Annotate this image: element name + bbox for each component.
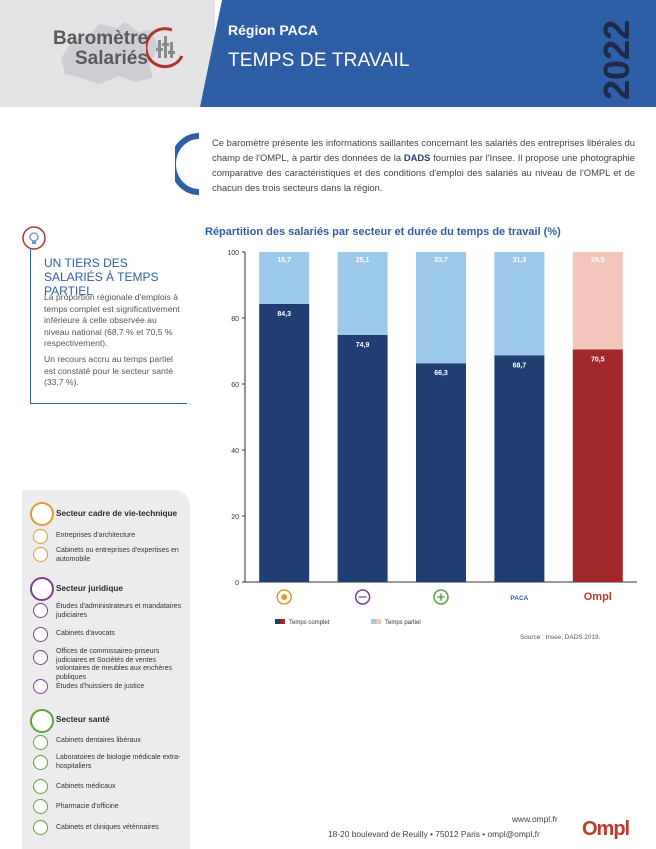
ompl-logo: Ompl — [582, 818, 630, 840]
legend-swatch-temps-partiel-ompl — [376, 619, 381, 624]
pharmacy-icon — [33, 799, 48, 814]
header-banner — [200, 0, 656, 107]
legend-label: Temps partiel — [385, 620, 421, 626]
stacked-bar-chart: 0 20 40 60 80 100 84,3 15,7 74,9 25,1 66,3 33,7 68,7… — [227, 250, 637, 626]
legend-swatch-temps-complet-ompl — [280, 619, 285, 624]
year-label: 2022 — [596, 19, 637, 100]
sector-item: Cabinets d'avocats — [56, 630, 115, 637]
footer-address: 18-20 boulevard de Reuilly • 75012 Paris… — [328, 829, 540, 839]
stethoscope-icon — [33, 779, 48, 794]
bar-temps-partiel — [337, 252, 388, 335]
cadre-de-vie-icon-center — [281, 594, 288, 600]
sector-item: Cabinets ou entreprises d'expertises en … — [56, 547, 179, 563]
y-tick-label: 40 — [231, 448, 239, 455]
legend-swatch-temps-complet — [275, 619, 280, 624]
data-label: 74,9 — [356, 342, 370, 349]
page-title: TEMPS DE TRAVAIL — [228, 50, 410, 71]
sectors-legend-panel: Secteur cadre de vie-technique Entrepris… — [22, 490, 190, 849]
highlight-box-border — [30, 248, 187, 404]
sector-item: Offices de commissaires-priseurs judicia… — [56, 648, 172, 681]
region-label: Région PACA — [228, 22, 318, 38]
y-tick-label: 100 — [227, 250, 239, 257]
sector-item: Études d'huissiers de justice — [56, 683, 145, 690]
bar-temps-complet — [416, 363, 466, 582]
bar-temps-complet — [572, 349, 623, 582]
data-label: 84,3 — [277, 311, 291, 318]
lightbulb-icon — [22, 226, 46, 250]
health-cross-icon — [30, 709, 54, 733]
barometer-logo-icon — [146, 27, 184, 69]
bar-temps-partiel — [572, 252, 623, 350]
y-tick-label: 20 — [231, 514, 239, 521]
sector-item: Études d'administrateurs et mandataires … — [56, 603, 182, 619]
data-label: 31,3 — [513, 257, 527, 264]
tooth-icon — [33, 735, 48, 750]
highlight-para2: Un recours accru au temps partiel est co… — [44, 353, 173, 388]
bar-temps-complet — [494, 355, 545, 582]
category-label: PACA — [510, 595, 528, 602]
architecture-icon — [33, 529, 48, 544]
car-icon — [33, 547, 48, 562]
sector-item: Cabinets dentaires libéraux — [56, 737, 141, 744]
sector-item: Pharmacie d'officine — [56, 803, 119, 810]
data-label: 68,7 — [513, 362, 527, 369]
bar-temps-partiel — [494, 252, 545, 356]
sector-heading: Secteur santé — [56, 715, 110, 724]
cadre-de-vie-icon — [30, 502, 54, 526]
sector-heading: Secteur juridique — [56, 584, 123, 593]
chart-title: Répartition des salariés par secteur et … — [205, 226, 561, 238]
legend-swatch-temps-partiel — [371, 619, 376, 624]
bar-temps-complet — [259, 303, 310, 582]
region-map-icon — [61, 22, 159, 84]
intro-bold: DADS — [403, 152, 431, 163]
sector-item: Cabinets et cliniques vétérinaires — [56, 824, 159, 831]
bailiff-icon — [33, 679, 48, 694]
lawyer-icon — [33, 627, 48, 642]
y-tick-label: 80 — [231, 316, 239, 323]
y-tick-label: 60 — [231, 382, 239, 389]
legend-label: Temps complet — [289, 620, 330, 626]
y-tick-label: 0 — [235, 580, 239, 587]
logo-line1: Baromètre — [53, 28, 149, 49]
intro-bracket-icon — [175, 133, 200, 195]
gavel-icon — [33, 650, 48, 665]
bar-temps-partiel — [416, 252, 466, 364]
data-label: 29,5 — [591, 257, 605, 264]
data-label: 15,7 — [277, 257, 291, 264]
logo-line2: Salariés — [75, 48, 148, 69]
highlight-body: La proportion régionale d'emplois à temp… — [44, 292, 184, 389]
veterinary-icon — [33, 820, 48, 835]
sector-item: Entreprises d'architecture — [56, 532, 136, 539]
chart-source: Source : Insee, DADS 2019. — [520, 634, 601, 641]
bar-temps-complet — [337, 334, 388, 582]
sector-item: Cabinets médicaux — [56, 783, 116, 790]
sector-heading: Secteur cadre de vie-technique — [56, 509, 178, 518]
highlight-title: UN TIERS DES SALARIÉS À TEMPS PARTIEL — [44, 256, 159, 298]
data-label: 70,5 — [591, 356, 605, 363]
footer-url[interactable]: www.ompl.fr — [512, 814, 558, 824]
data-label: 25,1 — [356, 257, 370, 264]
lab-icon — [33, 755, 48, 770]
data-label: 66,3 — [434, 370, 448, 377]
year-container: 2022 — [594, 8, 637, 100]
intro-paragraph: Ce baromètre présente les informations s… — [212, 137, 635, 193]
bar-temps-partiel — [259, 252, 310, 304]
court-icon — [33, 603, 48, 618]
data-label: 33,7 — [434, 257, 448, 264]
scales-icon — [30, 577, 54, 601]
sector-item: Laboratoires de biologie médicale extra-… — [56, 754, 181, 770]
category-label: Ompl — [584, 591, 612, 603]
highlight-para1: La proportion régionale d'emplois à temp… — [44, 292, 180, 349]
